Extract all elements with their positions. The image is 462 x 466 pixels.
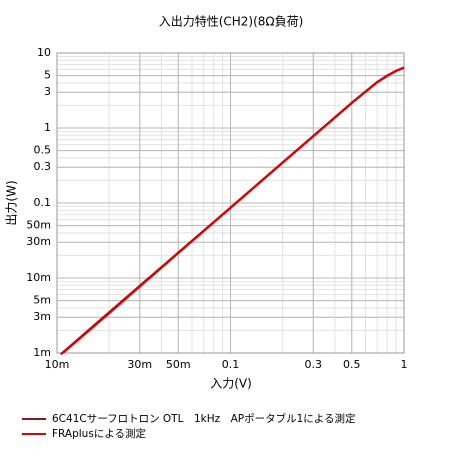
y-tick-label: 10m xyxy=(26,271,51,284)
y-tick-label: 3 xyxy=(44,85,51,98)
x-tick-label: 10m xyxy=(45,358,70,371)
x-tick-label: 30m xyxy=(127,358,152,371)
plot-frame xyxy=(56,52,405,354)
y-tick-label: 5 xyxy=(44,69,51,82)
x-tick-label: 1 xyxy=(401,358,408,371)
x-tick-label: 0.3 xyxy=(305,358,323,371)
y-axis-label: 出力(W) xyxy=(5,180,19,225)
data-line xyxy=(62,66,405,354)
y-tick-label: 1 xyxy=(44,121,51,134)
y-tick-label: 0.3 xyxy=(34,160,52,173)
y-tick-label: 3m xyxy=(33,310,51,323)
y-tick-label: 0.5 xyxy=(34,144,52,157)
x-axis-label: 入力(V) xyxy=(210,377,252,391)
y-tick-label: 50m xyxy=(26,219,51,232)
x-tick-label: 0.1 xyxy=(222,358,240,371)
chart-title: 入出力特性(CH2)(8Ω負荷) xyxy=(159,14,304,29)
y-tick-label: 0.1 xyxy=(34,196,52,209)
y-tick-label: 5m xyxy=(33,294,51,307)
x-tick-label: 0.5 xyxy=(343,358,361,371)
y-tick-label: 10 xyxy=(37,46,51,59)
y-tick-label: 30m xyxy=(26,235,51,248)
y-tick-label: 1m xyxy=(33,346,51,359)
x-tick-label: 50m xyxy=(166,358,191,371)
legend-label: FRAplusによる測定 xyxy=(52,427,146,440)
legend-label: 6C41Cサーフロトロン OTL 1kHz APポータブル1による測定 xyxy=(52,412,356,425)
